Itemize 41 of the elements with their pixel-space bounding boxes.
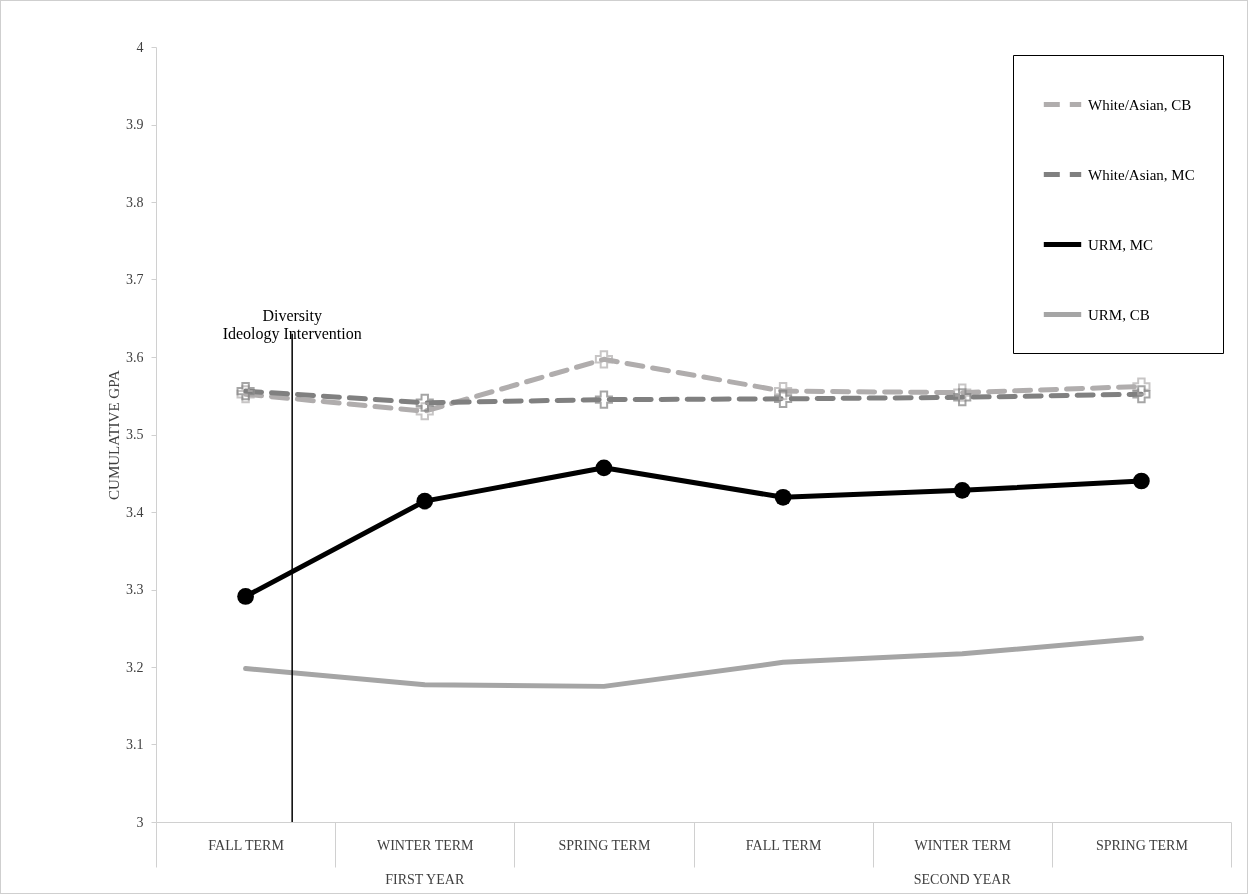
legend-label: URM, MC	[1088, 236, 1154, 253]
point	[1133, 472, 1150, 490]
legend-label: White/Asian, MC	[1088, 166, 1195, 183]
point	[953, 388, 972, 407]
legend-label: White/Asian, CB	[1088, 96, 1192, 113]
point	[594, 390, 613, 409]
y-tick-label: 3.5	[126, 427, 144, 442]
point	[594, 350, 613, 369]
point	[415, 402, 434, 421]
point	[237, 588, 254, 605]
point	[1132, 385, 1151, 404]
legend-label: URM, CB	[1088, 306, 1150, 323]
point	[416, 492, 434, 510]
text: FIRST YEAR	[385, 872, 465, 887]
y-tick-label: 3.8	[126, 194, 144, 210]
x-tick-label: SPRING TERM	[1095, 837, 1189, 853]
y-tick-label: 3	[136, 814, 144, 830]
point	[595, 459, 613, 477]
point	[953, 481, 971, 499]
y-tick-label: 3.1	[126, 737, 144, 752]
point	[774, 382, 793, 401]
point	[953, 383, 972, 402]
y-tick-label: 3.3	[126, 582, 144, 597]
text: SECOND YEAR	[913, 872, 1012, 887]
x-tick-label: SPRING TERM	[558, 837, 651, 853]
y-tick-label: 3.9	[126, 117, 144, 132]
x-tick-label: FALL TERM	[208, 837, 285, 853]
x-tick-label: WINTER TERM	[914, 837, 1012, 853]
x-tick-label: FALL TERM	[745, 837, 822, 853]
y-tick-label: 3.7	[126, 272, 144, 287]
y-tick-label: 4	[136, 39, 144, 55]
point	[774, 488, 792, 506]
point	[1132, 377, 1151, 396]
point	[774, 389, 793, 408]
ref-line-label: Diversity Ideology Intervention	[222, 306, 362, 343]
y-tick-label: 3.6	[126, 349, 144, 365]
y-tick-label: 3.2	[126, 659, 144, 675]
x-tick-label: WINTER TERM	[376, 837, 475, 853]
y-tick-label: 3.4	[126, 504, 144, 520]
y-axis-title: CUMULATIVE GPA	[106, 369, 122, 500]
point	[415, 393, 434, 412]
